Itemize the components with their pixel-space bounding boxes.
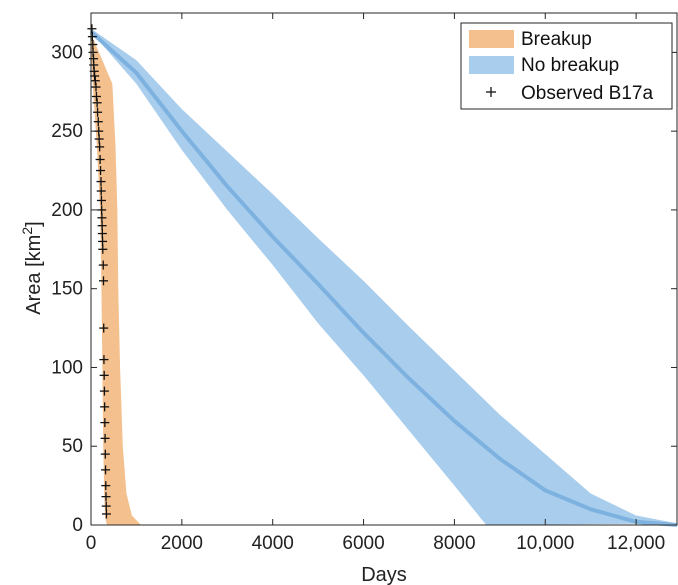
observed-point [100,402,110,412]
legend-item-observed: Observed B17a [486,83,653,104]
observed-point [98,236,108,246]
legend-marker-plus [486,87,496,97]
observed-point [101,465,111,475]
observed-point [91,91,101,101]
legend-swatch-no-breakup [469,56,514,74]
y-tick-label: 150 [51,279,83,300]
legend-item-no-breakup: No breakup [469,55,619,76]
observed-point [88,40,98,50]
observed-point [90,76,100,86]
y-tick-label: 0 [72,515,83,536]
y-tick-label: 100 [51,357,83,378]
observed-point [97,213,107,223]
legend: Breakup No breakup Observed B17a [460,22,673,110]
observed-point [100,449,110,459]
observed-point [100,433,110,443]
legend-label-observed: Observed B17a [521,83,653,104]
band-no-breakup [91,28,677,526]
legend-item-breakup: Breakup [469,29,592,50]
x-tick-label: 2000 [161,533,203,554]
observed-point [96,195,106,205]
y-tick-label: 250 [51,121,83,142]
observed-point [101,481,111,491]
axis-ticks: 0 2000 4000 6000 8000 10,000 12,000 0 50 100 150 20… [51,13,677,554]
median-line-no-breakup [89,30,678,527]
observed-point [98,276,108,286]
x-tick-label: 10,000 [516,533,574,554]
observed-point [96,177,106,187]
observed-point [97,229,107,239]
observed-point [98,260,108,270]
observed-point [100,418,110,428]
observed-point [95,142,105,152]
x-tick-label: 8000 [433,533,475,554]
observed-point [93,117,103,127]
observed-point [92,98,102,108]
observed-point [97,205,107,215]
observed-point [94,134,104,144]
observed-point [90,71,100,81]
observed-point [93,107,103,117]
legend-label-breakup: Breakup [521,29,592,50]
observed-point [99,370,109,380]
observed-point [101,509,111,519]
x-tick-label: 0 [86,533,97,554]
observed-point [99,323,109,333]
band-breakup [91,33,141,525]
y-tick-label: 200 [51,200,83,221]
x-tick-label: 6000 [342,533,384,554]
legend-swatch-breakup [469,30,514,48]
observed-point [91,82,101,92]
observed-point [101,492,111,502]
y-tick-label: 50 [62,436,83,457]
observed-point [96,166,106,176]
x-tick-label: 12,000 [607,533,665,554]
legend-label-no-breakup: No breakup [521,55,619,76]
observed-point [95,155,105,165]
y-axis-label-superscript: 2 [19,227,35,235]
observed-point [101,501,111,511]
x-axis-label: Days [361,564,407,585]
y-axis-label: Area [km2] [19,221,45,314]
observed-point [98,244,108,254]
observed-point [87,32,97,42]
plot-frame [90,12,678,526]
plot-area [89,28,678,527]
observed-point [96,186,106,196]
x-tick-label: 4000 [252,533,294,554]
y-tick-label: 300 [51,42,83,63]
observed-point [99,386,109,396]
observed-point [97,221,107,231]
observed-point [99,355,109,365]
observed-point [87,24,97,34]
